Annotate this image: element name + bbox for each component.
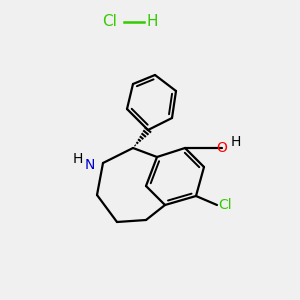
Text: Cl: Cl <box>103 14 117 29</box>
Text: H: H <box>231 135 241 149</box>
Text: H: H <box>146 14 158 29</box>
Text: O: O <box>217 141 227 155</box>
Text: Cl: Cl <box>218 198 232 212</box>
Text: H: H <box>73 152 83 166</box>
Text: N: N <box>85 158 95 172</box>
